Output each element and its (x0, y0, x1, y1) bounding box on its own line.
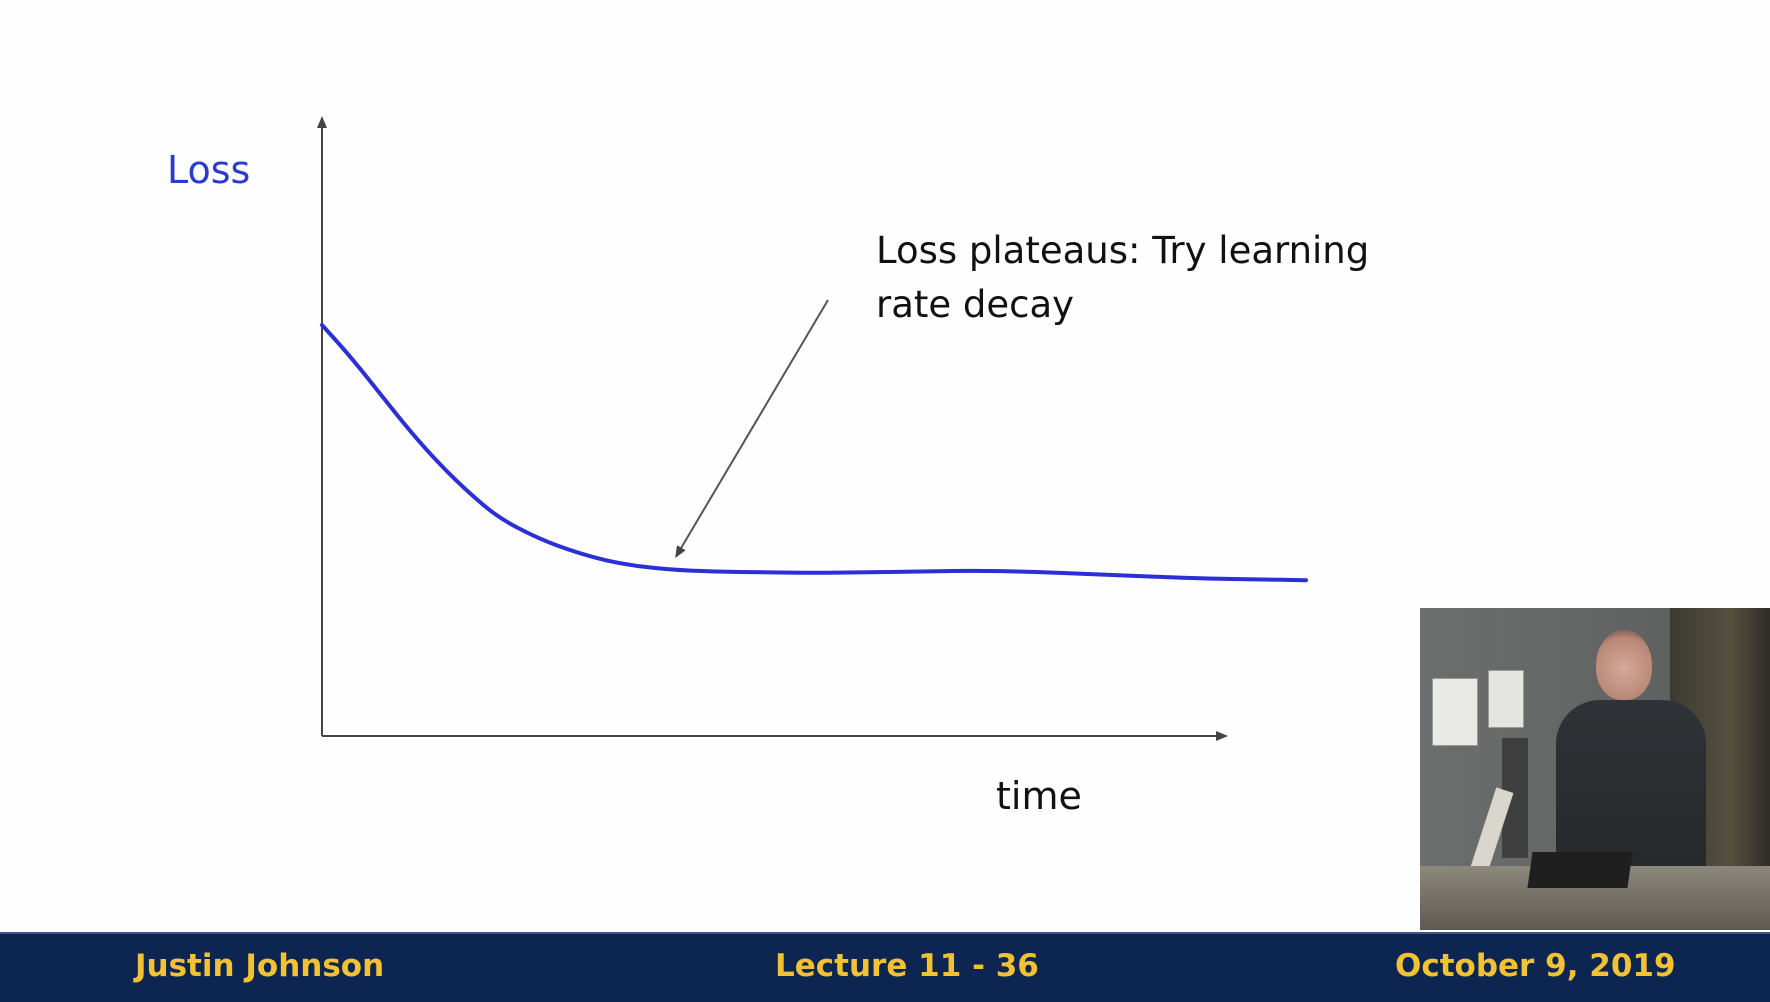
annotation-line-1: Loss plateaus: Try learning (876, 229, 1370, 272)
webcam-poster (1488, 670, 1524, 728)
webcam-person-head (1596, 630, 1652, 700)
footer-author: Justin Johnson (135, 948, 385, 984)
annotation-line-2: rate decay (876, 283, 1075, 326)
y-axis-label: Loss (167, 148, 251, 192)
x-axis-label: time (996, 774, 1082, 818)
footer-date: October 9, 2019 (1395, 948, 1676, 984)
annotation-arrow (675, 299, 829, 559)
footer-bar: Justin Johnson Lecture 11 - 36 October 9… (0, 932, 1770, 1002)
loss-chart (317, 116, 1308, 741)
slide: Loss time Loss plateaus: Try learning ra… (0, 0, 1770, 932)
annotation-text: Loss plateaus: Try learning rate decay (876, 224, 1436, 332)
footer-lecture: Lecture 11 - 36 (775, 948, 1039, 984)
webcam-laptop (1527, 852, 1633, 888)
webcam-poster (1432, 678, 1478, 746)
webcam-video (1420, 608, 1770, 930)
loss-curve (320, 323, 1308, 583)
